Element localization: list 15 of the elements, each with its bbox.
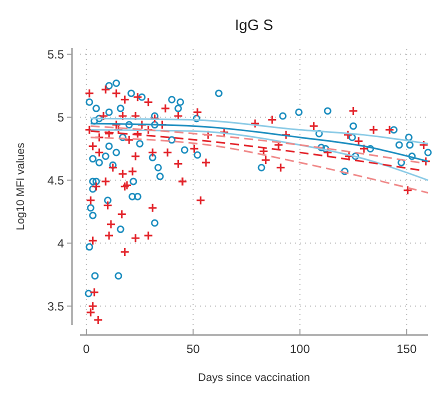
x-tick-label: 50 [186,342,200,356]
line-series [90,129,429,182]
x-axis-title: Days since vaccination [198,372,310,384]
y-tick-label: 5 [57,110,64,124]
y-axis-title: Log10 MFI values [15,142,27,230]
x-tick-label: 100 [290,342,310,356]
line-series [90,136,429,194]
x-tick-label: 150 [396,342,417,356]
y-tick-label: 3.5 [47,299,64,314]
y-tick-label: 4 [57,236,64,250]
chart-title: IgG S [234,17,274,34]
line-series [90,130,420,171]
x-tick-label: 0 [83,342,90,356]
y-tick-label: 5.5 [47,47,64,62]
y-tick-label: 4.5 [47,173,64,188]
